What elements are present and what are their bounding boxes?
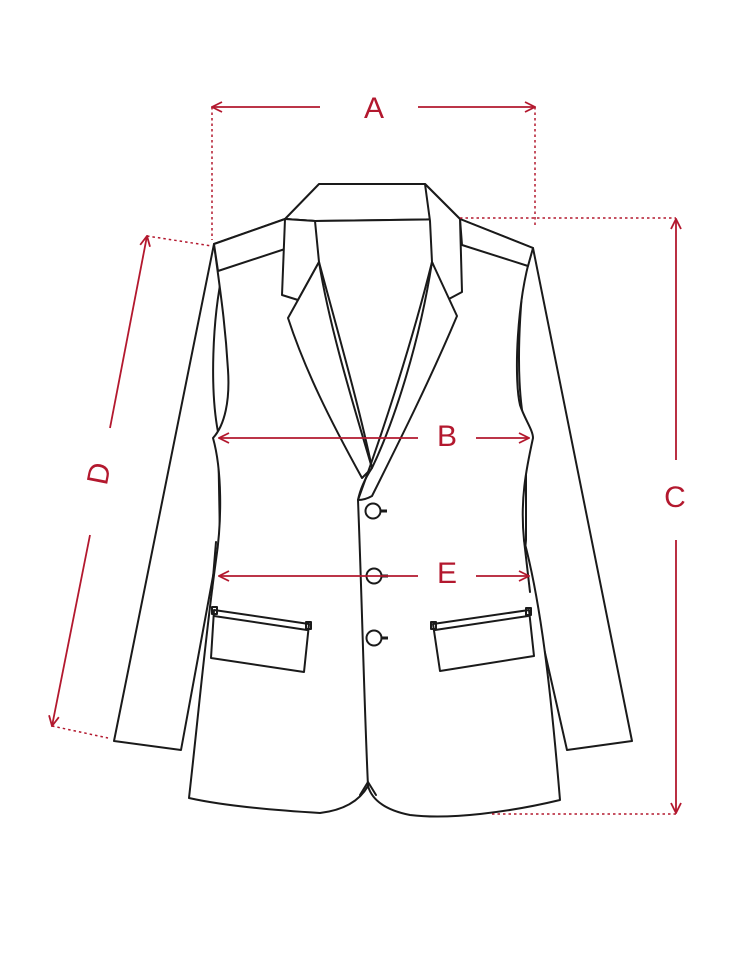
inner-lapel-line <box>318 261 433 469</box>
label-c: C <box>664 481 686 514</box>
dim-d-bottom-guide <box>51 725 109 739</box>
dim-d-top-guide <box>146 235 213 247</box>
label-a: A <box>364 92 384 125</box>
label-e: E <box>437 557 457 590</box>
dim-d-bottom-arrow <box>52 534 91 726</box>
label-d: D <box>81 460 118 488</box>
button-bottom <box>365 629 388 647</box>
jacket-outline <box>113 183 633 818</box>
lapel-right <box>357 261 458 501</box>
left-side-seam <box>211 541 217 591</box>
label-b: B <box>437 420 457 453</box>
right-pocket <box>430 607 535 672</box>
dim-d-top-arrow <box>109 236 147 429</box>
right-side-seam <box>523 539 531 593</box>
front-opening <box>357 467 373 787</box>
left-pocket <box>210 606 312 673</box>
measurement-lines <box>51 107 676 815</box>
button-top <box>364 502 387 520</box>
